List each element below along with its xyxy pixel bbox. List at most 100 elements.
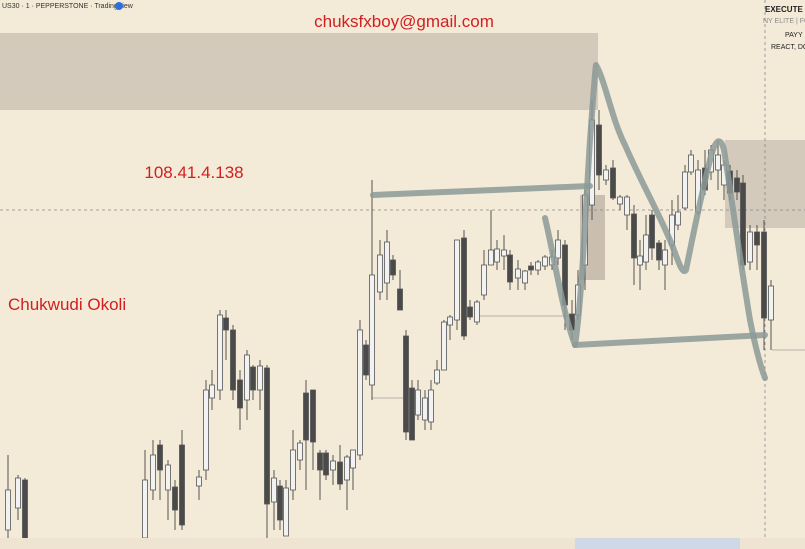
candle-body — [434, 369, 440, 384]
candle-body — [303, 392, 309, 441]
candle-body — [290, 449, 296, 491]
candle-body — [384, 241, 390, 284]
candle-body — [5, 489, 11, 531]
candle-body — [715, 154, 721, 171]
candle-body — [688, 154, 694, 173]
name-watermark: Chukwudi Okoli — [8, 295, 126, 314]
candle-body — [283, 487, 289, 537]
candle-body — [403, 335, 409, 433]
candle-body — [237, 379, 243, 409]
drawn-curve — [542, 62, 768, 381]
candle-body — [675, 211, 681, 226]
candle-body — [257, 365, 263, 391]
candle-body — [196, 476, 202, 487]
candle-body — [337, 461, 343, 485]
candle-body — [217, 314, 223, 391]
candle-body — [507, 254, 513, 283]
candle-body — [165, 464, 171, 491]
candle-body — [515, 268, 521, 279]
candle-body — [610, 167, 616, 199]
candle-body — [344, 456, 350, 481]
candle-body — [761, 231, 767, 319]
email-watermark: chuksfxboy@gmail.com — [314, 12, 494, 31]
candle-body — [397, 288, 403, 311]
candle-body — [223, 317, 229, 331]
candle-body — [631, 213, 637, 259]
candle-body — [230, 329, 236, 391]
candle-body — [142, 479, 148, 539]
candle-body — [542, 256, 548, 267]
candle-body — [203, 389, 209, 471]
candle-body — [277, 485, 283, 521]
candle-body — [172, 486, 178, 511]
candle-body — [467, 306, 473, 318]
candle-body — [390, 259, 396, 276]
panel-subtitle: NY ELITE | FOLI — [763, 18, 805, 25]
candle-body — [428, 389, 434, 423]
candle-body — [649, 214, 655, 249]
candle-body — [603, 169, 609, 181]
candle-body — [734, 177, 740, 193]
candle-body — [596, 124, 602, 176]
supply-zone — [0, 33, 598, 110]
candle-body — [754, 231, 760, 246]
candle-body — [747, 231, 753, 263]
candle-body — [656, 242, 662, 261]
candle-body — [422, 397, 428, 421]
candle-body — [555, 239, 561, 259]
candle-body — [350, 449, 356, 469]
candle-body — [474, 301, 480, 323]
candle-body — [768, 285, 774, 321]
candle-body — [415, 389, 421, 416]
candle-body — [662, 249, 668, 266]
candle-body — [454, 239, 460, 321]
candle-body — [179, 444, 185, 526]
panel-line: REACT, DOO — [771, 44, 805, 51]
candle-body — [209, 384, 215, 399]
candle-body — [501, 249, 507, 257]
candle-body — [461, 237, 467, 337]
candle-body — [624, 196, 630, 216]
candle-body — [643, 234, 649, 263]
time-axis-highlight — [575, 538, 740, 549]
panel-line: PAYY — [785, 32, 803, 39]
candle-body — [528, 265, 534, 271]
candle-body — [535, 261, 541, 271]
candle-body — [682, 171, 688, 209]
candle-body — [22, 479, 28, 539]
candle-body — [363, 344, 369, 376]
status-icon — [115, 2, 123, 10]
candle-body — [150, 454, 156, 491]
candle-body — [447, 316, 453, 326]
candle-body — [637, 255, 643, 266]
candle-body — [250, 366, 256, 391]
panel-title: EXECUTE F — [765, 5, 805, 14]
candle-body — [522, 270, 528, 284]
candle-body — [369, 274, 375, 386]
candle-body — [15, 477, 21, 509]
candle-body — [310, 389, 316, 443]
candle-body — [330, 460, 336, 471]
ip-watermark: 108.41.4.138 — [144, 163, 243, 182]
candle-body — [377, 254, 383, 293]
candle-body — [488, 249, 494, 266]
candle-body — [264, 367, 270, 505]
candle-body — [441, 321, 447, 371]
candle-body — [323, 452, 329, 476]
symbol-label: US30 · 1 · PEPPERSTONE · TradingView — [2, 3, 134, 10]
candle-body — [357, 329, 363, 456]
candle-body — [157, 444, 163, 471]
candle-body — [317, 452, 323, 471]
candle-body — [494, 248, 500, 263]
candle-body — [271, 477, 277, 503]
candle-body — [409, 387, 415, 441]
candle-body — [244, 354, 250, 401]
candle-body — [481, 264, 487, 296]
drawn-line — [370, 183, 593, 198]
drawn-line — [572, 332, 768, 348]
candle-body — [617, 196, 623, 205]
time-axis — [0, 538, 805, 549]
candle-body — [297, 442, 303, 461]
